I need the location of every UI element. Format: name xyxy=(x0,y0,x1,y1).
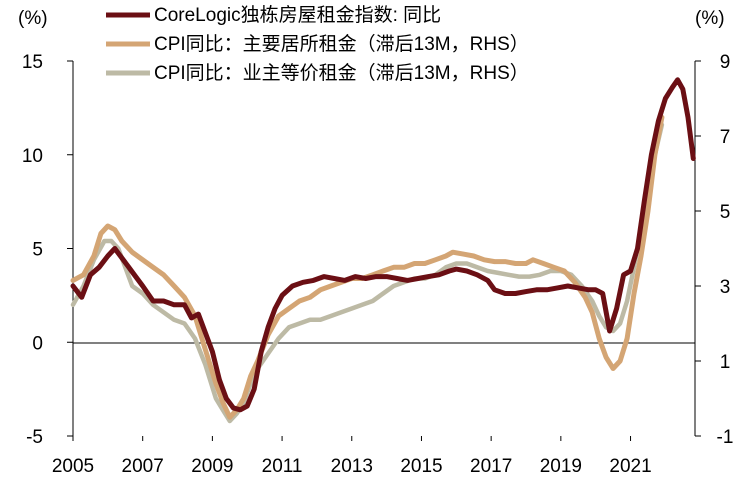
left-tick-label: 5 xyxy=(32,240,43,261)
right-tick-label: 7 xyxy=(720,127,731,148)
legend: CoreLogic独栋房屋租金指数: 同比 CPI同比：主要居所租金（滞后13M… xyxy=(106,4,529,84)
left-axis-unit: (%) xyxy=(18,8,48,29)
right-tick-label: 9 xyxy=(720,52,731,73)
x-tick-label: 2011 xyxy=(262,456,303,477)
series-layer xyxy=(70,77,696,424)
legend-label-corelogic: CoreLogic独栋房屋租金指数: 同比 xyxy=(154,4,441,26)
x-tick-label: 2007 xyxy=(122,456,164,477)
left-tick-label: 10 xyxy=(22,146,43,167)
legend-label-cpi-rent: CPI同比：主要居所租金（滞后13M，RHS） xyxy=(154,33,529,55)
x-axis-ticks: 2005 2007 2009 2011 2013 2015 2017 2019 2021 xyxy=(52,436,652,477)
left-tick-label: -5 xyxy=(26,427,43,448)
series-line-0 xyxy=(70,77,696,413)
right-tick-label: -1 xyxy=(717,427,734,448)
x-tick-label: 2015 xyxy=(400,456,442,477)
right-axis-unit: (%) xyxy=(695,8,725,29)
right-tick-label: 3 xyxy=(720,277,731,298)
x-tick-label: 2005 xyxy=(52,456,94,477)
x-tick-label: 2021 xyxy=(609,456,651,477)
series-line-1 xyxy=(70,114,665,420)
x-tick-label: 2019 xyxy=(540,456,582,477)
left-tick-label: 0 xyxy=(32,333,43,354)
right-tick-label: 5 xyxy=(720,202,731,223)
x-tick-label: 2009 xyxy=(191,456,233,477)
x-tick-label: 2017 xyxy=(470,456,512,477)
legend-label-cpi-oer: CPI同比：业主等价租金（滞后13M，RHS） xyxy=(154,62,529,84)
left-tick-label: 15 xyxy=(22,52,43,73)
x-tick-label: 2013 xyxy=(331,456,373,477)
right-tick-label: 1 xyxy=(720,352,731,373)
right-axis-ticks: -1 1 3 5 7 9 xyxy=(695,52,733,448)
series-line-2 xyxy=(70,122,665,424)
left-axis-ticks: -5 0 5 10 15 xyxy=(22,52,73,448)
